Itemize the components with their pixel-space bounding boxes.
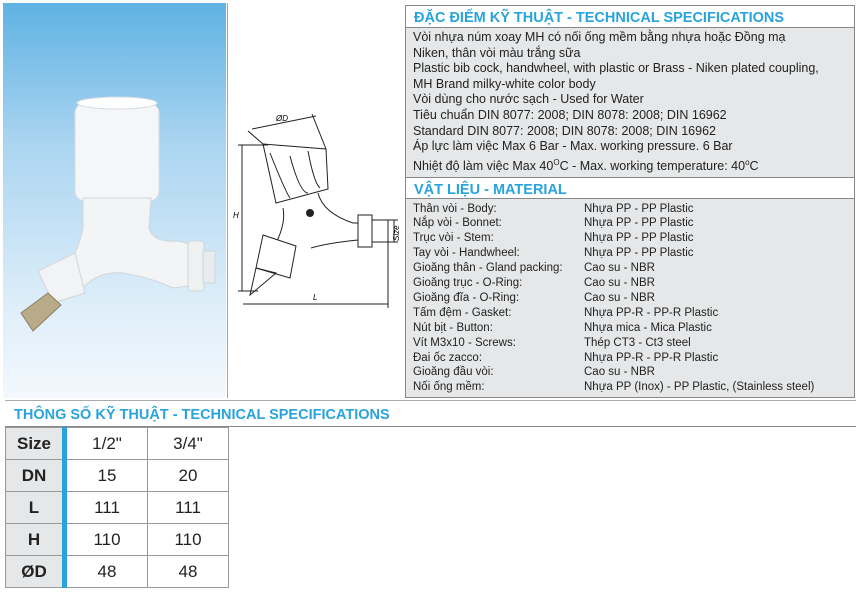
row-label: ØD [5,555,67,588]
spec-line: Vòi dùng cho nước sạch - Used for Water [413,92,644,107]
spec-line: Plastic bib cock, handwheel, with plasti… [413,61,819,76]
material-part: Nắp vòi - Bonnet: [413,217,502,230]
value-three-quarter-inch: 110 [147,523,229,556]
row-label: DN [5,459,67,492]
material-part: Thân vòi - Body: [413,202,497,215]
material-part: Nút bịt - Button: [413,321,493,334]
product-photo [3,3,226,398]
material-value: Nhựa PP - PP Plastic [584,217,694,230]
value-half-inch: 110 [64,523,148,556]
material-value: Cao su - NBR [584,262,655,275]
height-label: H [233,211,239,220]
material-row: Nút bịt - Button: Nhựa mica - Mica Plasti… [413,321,854,336]
material-row: Gioăng đĩa - O-Ring: Cao su - NBR [413,291,854,306]
value-three-quarter-inch: 20 [147,459,229,492]
material-list: Thân vòi - Body: Nhựa PP - PP Plastic Nắp … [406,199,854,396]
table-row: DN 15 20 [5,459,229,492]
material-value: Cao su - NBR [584,366,655,379]
material-row: Tay vòi - Handwheel: Nhựa PP - PP Plastic [413,246,854,261]
specs-heading: ĐẶC ĐIỂM KỸ THUẬT - TECHNICAL SPECIFICAT… [406,6,854,28]
dimensions-table: Size 1/2" 3/4" DN 15 20 L 111 111 H 110 110 ØD 48 48 [5,427,229,588]
material-part: Tay vòi - Handwheel: [413,247,520,260]
row-label: L [5,491,67,524]
material-heading: VẬT LIỆU - MATERIAL [406,176,854,199]
specs-description: Vòi nhựa núm xoay MH có nối ống mềm bằng… [406,28,854,175]
faucet-photo-image [20,96,216,332]
table-row: ØD 48 48 [5,555,229,588]
diameter-label: ØD [275,114,288,123]
material-value: Thép CT3 - Ct3 steel [584,336,691,349]
material-row: Đai ốc zacco: Nhựa PP-R - PP-R Plastic [413,351,854,366]
material-value: Nhựa PP-R - PP-R Plastic [584,351,719,364]
spec-line: Vòi nhựa núm xoay MH có nối ống mềm bằng… [413,30,786,44]
material-part: Gioăng trục - O-Ring: [413,277,523,290]
material-value: Cao su - NBR [584,277,655,290]
row-label: H [5,523,67,556]
material-row: Gioăng đầu vòi: Cao su - NBR [413,365,854,380]
material-value: Nhựa PP (Inox) - PP Plastic, (Stainless … [584,381,815,394]
spec-line: MH Brand milky-white color body [413,76,596,91]
material-row: Gioăng trục - O-Ring: Cao su - NBR [413,276,854,291]
degree-sup: O [553,157,560,167]
table-row: L 111 111 [5,491,229,524]
material-row: Tấm đệm - Gasket: Nhựa PP-R - PP-R Plasti… [413,306,854,321]
value-three-quarter-inch: 111 [147,491,229,524]
value-three-quarter-inch: 48 [147,555,229,588]
value-half-inch: 48 [64,555,148,588]
material-row: Nối ống mềm: Nhựa PP (Inox) - PP Plastic,… [413,380,854,395]
material-value: Nhựa PP - PP Plastic [584,247,694,260]
value-half-inch: 1/2" [64,427,148,460]
material-value: Nhựa PP - PP Plastic [584,232,694,245]
size-label: Size [392,225,401,241]
value-half-inch: 111 [64,491,148,524]
material-part: Nối ống mềm: [413,381,485,394]
value-three-quarter-inch: 3/4" [147,427,229,460]
temp-text: Nhiệt độ làm việc Max 40 [413,158,554,173]
specifications-panel: ĐẶC ĐIỂM KỸ THUẬT - TECHNICAL SPECIFICAT… [405,5,855,398]
material-row: Trục vòi - Stem: Nhựa PP - PP Plastic [413,231,854,246]
temp-text: C [749,158,759,173]
spec-line-temperature: Nhiệt độ làm việc Max 40OC - Max. workin… [413,155,854,175]
degree-sup: o [745,157,750,167]
material-part: Đai ốc zacco: [413,351,483,364]
table-row: Size 1/2" 3/4" [5,427,229,460]
material-part: Gioăng đĩa - O-Ring: [413,291,520,304]
material-value: Nhựa mica - Mica Plastic [584,321,712,334]
material-part: Vít M3x10 - Screws: [413,336,516,349]
material-part: Trục vòi - Stem: [413,232,494,245]
material-part: Gioăng đầu vòi: [413,366,494,379]
material-value: Nhựa PP - PP Plastic [584,202,694,215]
value-half-inch: 15 [64,459,148,492]
length-label: L [313,293,317,302]
temp-text: C - Max. working temperature: 40 [559,158,746,173]
spec-line: Standard DIN 8077: 2008; DIN 8078: 2008;… [413,123,716,138]
material-row: Thân vòi - Body: Nhựa PP - PP Plastic [413,202,854,217]
material-row: Gioăng thân - Gland packing: Cao su - NBR [413,261,854,276]
spec-line: Tiêu chuẩn DIN 8077: 2008; DIN 8078: 200… [413,107,727,122]
faucet-drawing: ØD H L Size [233,113,401,308]
material-row: Nắp vòi - Bonnet: Nhựa PP - PP Plastic [413,216,854,231]
material-part: Gioăng thân - Gland packing: [413,262,563,275]
spec-line: Niken, thân vòi màu trắng sữa [413,45,581,60]
material-row: Vít M3x10 - Screws: Thép CT3 - Ct3 steel [413,336,854,351]
row-label: Size [5,427,67,460]
table-heading: THÔNG SỐ KỸ THUẬT - TECHNICAL SPECIFICAT… [5,400,856,427]
material-part: Tấm đệm - Gasket: [413,306,512,319]
spec-line: Áp lực làm việc Max 6 Bar - Max. working… [413,139,733,154]
table-row: H 110 110 [5,523,229,556]
material-value: Cao su - NBR [584,291,655,304]
technical-drawing: ØD H L Size [227,3,405,398]
material-value: Nhựa PP-R - PP-R Plastic [584,306,719,319]
